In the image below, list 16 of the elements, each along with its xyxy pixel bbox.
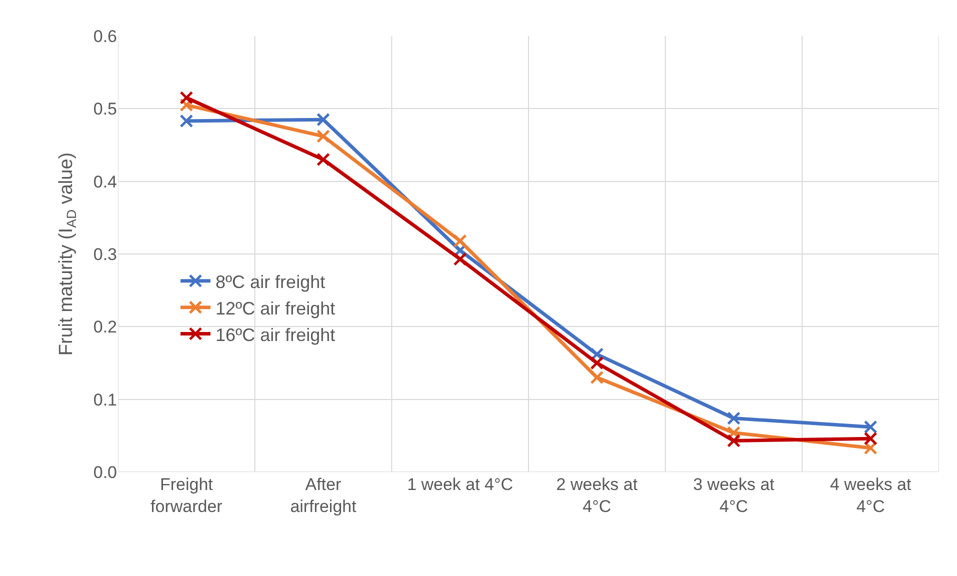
y-tick-label: 0.1 [93, 390, 117, 410]
x-tick-label: 4 weeks at 4°C [830, 475, 912, 516]
x-tick-label: 3 weeks at 4°C [693, 475, 775, 516]
y-tick-label: 0.2 [93, 318, 117, 337]
legend-label: 16ºC air freight [215, 324, 336, 345]
y-tick-label: 0.5 [93, 100, 117, 119]
x-tick-label: 2 weeks at 4°C [556, 475, 638, 516]
y-tick-label: 0.0 [93, 462, 117, 482]
x-tick-label: After airfreight [290, 475, 357, 516]
legend-label: 12ºC air freight [215, 298, 336, 318]
y-tick-label: 0.6 [93, 26, 117, 46]
y-tick-label: 0.4 [93, 172, 117, 192]
y-tick-label: 0.3 [93, 244, 117, 264]
legend-label: 8ºC air freight [215, 272, 326, 292]
x-tick-label: 1 week at 4°C [407, 475, 514, 494]
x-tick-label: Freight forwarder [150, 475, 223, 516]
